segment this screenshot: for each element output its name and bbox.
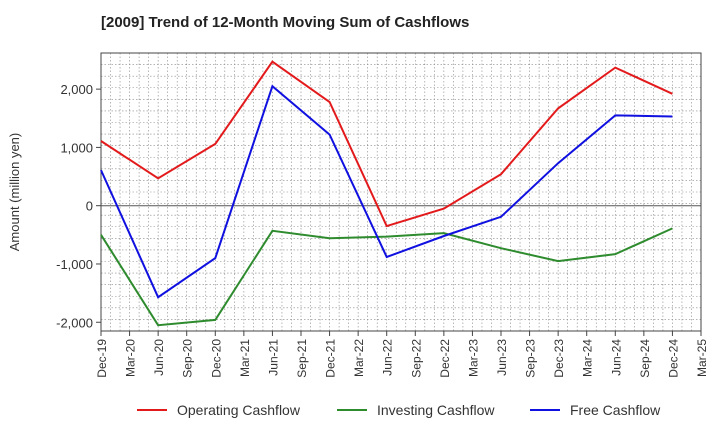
chart-title: [2009] Trend of 12-Month Moving Sum of C… — [101, 14, 470, 31]
x-tick-label: Sep-24 — [638, 339, 652, 378]
y-tick-label: 2,000 — [60, 82, 93, 97]
series-lines — [100, 60, 673, 327]
x-tick-label: Dec-24 — [666, 339, 680, 378]
x-tick-label: Dec-22 — [438, 339, 452, 378]
y-axis: -2,000 -1,000 0 1,000 2,000 — [56, 82, 101, 330]
y-tick-label: -2,000 — [56, 315, 93, 330]
x-tick-label: Mar-23 — [466, 339, 480, 377]
x-tick-label: Mar-22 — [352, 339, 366, 377]
grid — [100, 52, 702, 332]
legend-item-free: Free Cashflow — [530, 402, 660, 418]
legend-item-operating: Operating Cashflow — [137, 402, 300, 418]
y-tick-label: 0 — [86, 199, 93, 214]
x-tick-label: Jun-21 — [266, 339, 280, 376]
x-tick-label: Jun-22 — [381, 339, 395, 376]
y-axis-label: Amount (million yen) — [7, 133, 22, 252]
plot-area — [100, 52, 702, 332]
x-tick-label: Sep-20 — [181, 339, 195, 378]
x-tick-label: Dec-19 — [95, 339, 109, 378]
x-tick-label: Sep-23 — [524, 339, 538, 378]
x-tick-label: Mar-20 — [124, 339, 138, 377]
legend-label-operating: Operating Cashflow — [177, 402, 300, 418]
legend-swatch-free — [530, 409, 560, 411]
x-tick-label: Jun-20 — [152, 339, 166, 376]
x-tick-label: Mar-24 — [581, 339, 595, 377]
legend-label-investing: Investing Cashflow — [377, 402, 495, 418]
x-tick-label: Dec-20 — [209, 339, 223, 378]
series-line-free-cashflow — [100, 84, 673, 299]
x-tick-label: Jun-24 — [609, 339, 623, 376]
legend-label-free: Free Cashflow — [570, 402, 661, 418]
legend-swatch-operating — [137, 409, 167, 411]
x-tick-label: Sep-21 — [295, 339, 309, 378]
x-tick-label: Sep-22 — [409, 339, 423, 378]
legend-swatch-investing — [337, 409, 367, 411]
x-tick-label: Dec-23 — [552, 339, 566, 378]
series-line-investing-cashflow — [100, 227, 673, 327]
series-line-operating-cashflow — [100, 60, 673, 228]
y-tick-label: -1,000 — [56, 257, 93, 272]
legend: Operating Cashflow Investing Cashflow Fr… — [0, 402, 720, 426]
x-tick-label: Dec-21 — [324, 339, 338, 378]
x-tick-label: Mar-21 — [238, 339, 252, 377]
x-axis: Dec-19 Mar-20 Jun-20 Sep-20 Dec-20 Mar-21 Jun-… — [95, 331, 709, 378]
x-tick-label: Mar-25 — [695, 339, 709, 377]
legend-item-investing: Investing Cashflow — [337, 402, 495, 418]
x-tick-label: Jun-23 — [495, 339, 509, 376]
y-tick-label: 1,000 — [60, 140, 93, 155]
